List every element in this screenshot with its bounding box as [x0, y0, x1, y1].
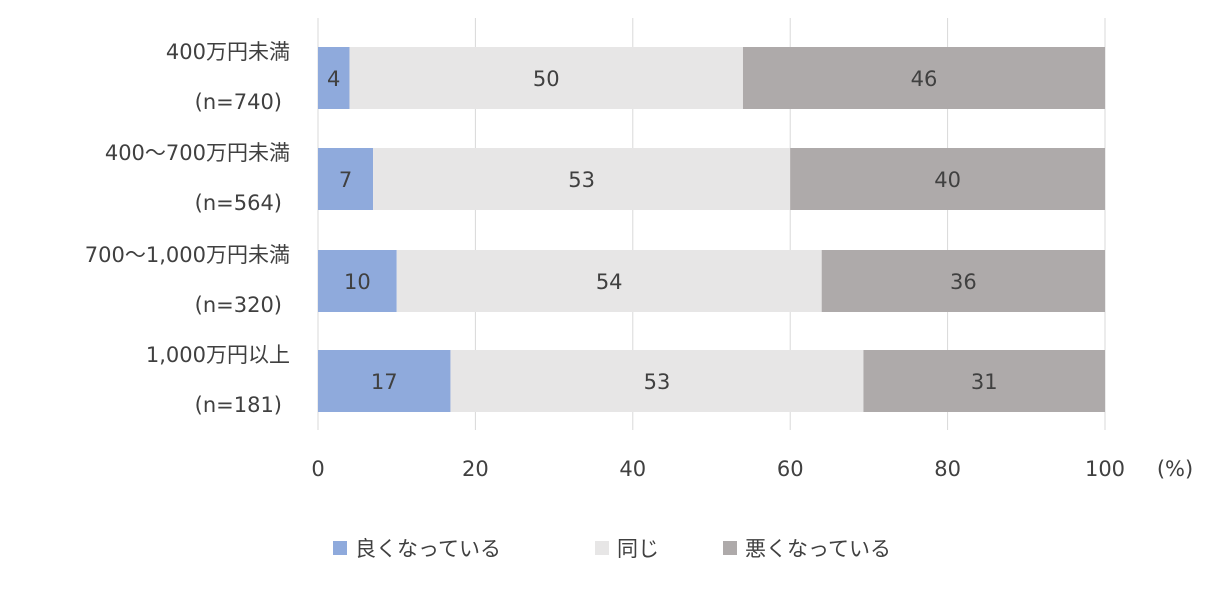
- legend-swatch: [595, 541, 609, 555]
- bar-segment: [349, 47, 743, 109]
- legend-label: 悪くなっている: [745, 537, 891, 561]
- bar-segment: [318, 350, 451, 412]
- x-axis-unit: (%): [1157, 457, 1193, 481]
- category-label: 1,000万円以上: [146, 343, 290, 367]
- bar-segment: [821, 250, 1105, 312]
- bar-segment: [790, 148, 1105, 210]
- legend-swatch: [723, 541, 737, 555]
- bar-segment: [863, 350, 1105, 412]
- bar-segment: [318, 250, 397, 312]
- data-label: 17: [371, 370, 398, 394]
- x-tick-label: 80: [934, 457, 961, 481]
- x-tick-label: 60: [777, 457, 804, 481]
- data-label: 46: [911, 67, 938, 91]
- category-label: 400万円未満: [166, 40, 290, 64]
- bar-segment: [318, 148, 374, 210]
- legend-label: 同じ: [617, 537, 659, 561]
- category-sample-size: (n=320): [195, 293, 282, 317]
- data-label: 4: [327, 67, 340, 91]
- x-tick-label: 40: [619, 457, 646, 481]
- data-label: 50: [533, 67, 560, 91]
- data-label: 31: [971, 370, 998, 394]
- category-label: 400～700万円未満: [105, 141, 290, 165]
- category-label: 700～1,000万円未満: [85, 243, 290, 267]
- category-sample-size: (n=740): [195, 90, 282, 114]
- bar-segment: [742, 47, 1105, 109]
- data-label: 7: [339, 168, 352, 192]
- bar-segment: [373, 148, 791, 210]
- data-label: 54: [596, 270, 623, 294]
- x-tick-label: 20: [462, 457, 489, 481]
- data-label: 53: [568, 168, 595, 192]
- category-sample-size: (n=564): [195, 191, 282, 215]
- data-label: 36: [950, 270, 977, 294]
- data-label: 40: [934, 168, 961, 192]
- legend-swatch: [333, 541, 347, 555]
- x-tick-label: 0: [311, 457, 324, 481]
- x-tick-label: 100: [1085, 457, 1125, 481]
- bar-segment: [450, 350, 864, 412]
- bar-segment: [318, 47, 350, 109]
- data-label: 53: [644, 370, 671, 394]
- data-label: 10: [344, 270, 371, 294]
- category-sample-size: (n=181): [195, 393, 282, 417]
- bar-segment: [396, 250, 822, 312]
- legend-label: 良くなっている: [355, 537, 501, 561]
